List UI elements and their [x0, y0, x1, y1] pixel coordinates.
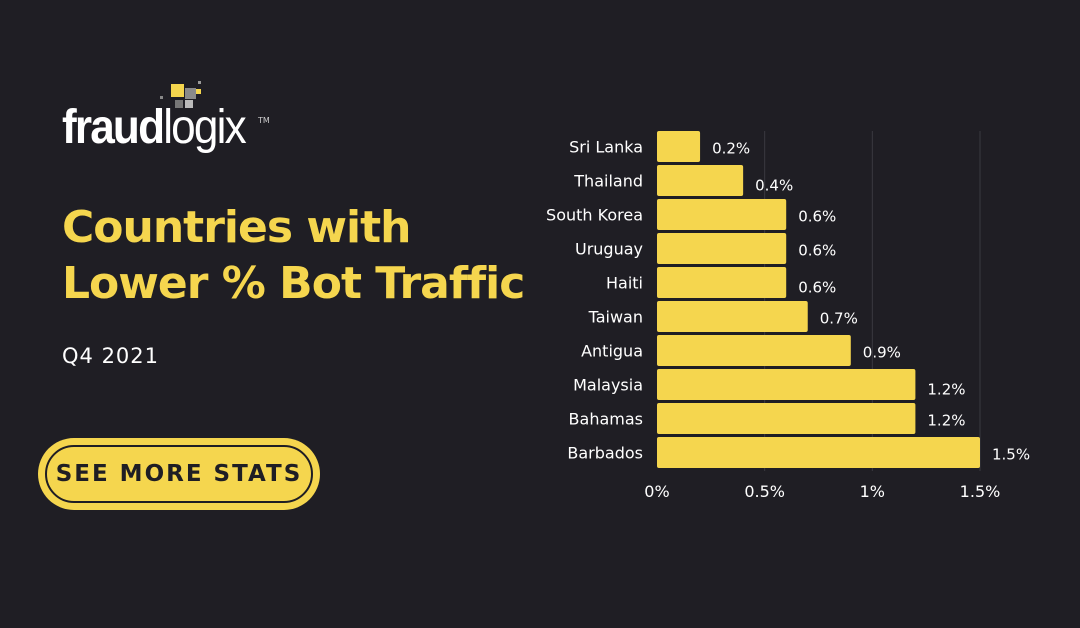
x-tick-label: 1.5%: [960, 482, 1001, 501]
logo-text-light: logix: [163, 101, 246, 154]
bar: [657, 131, 701, 162]
category-label: Malaysia: [573, 376, 643, 395]
data-label: 0.6%: [798, 279, 836, 297]
title-line-2: Lower % Bot Traffic: [62, 258, 525, 309]
category-label: Bahamas: [569, 410, 643, 429]
fraudlogix-logo: fraudlogix TM: [62, 78, 282, 158]
x-tick-label: 0.5%: [744, 482, 785, 501]
category-label: Antigua: [581, 342, 643, 361]
category-label: Barbados: [567, 444, 643, 463]
data-label: 0.6%: [798, 242, 836, 260]
logo-trademark: TM: [258, 116, 270, 125]
bar: [657, 437, 980, 468]
category-label: Sri Lanka: [569, 138, 643, 157]
bar: [657, 267, 787, 298]
bar: [657, 369, 916, 400]
title-line-1: Countries with: [62, 202, 411, 253]
bar: [657, 403, 916, 434]
category-label: Haiti: [606, 274, 643, 293]
category-label: Thailand: [573, 172, 643, 191]
data-label: 1.5%: [992, 446, 1030, 464]
bar: [657, 233, 787, 264]
category-label: Uruguay: [575, 240, 643, 259]
data-label: 0.9%: [863, 344, 901, 362]
subtitle: Q4 2021: [62, 344, 160, 368]
data-label: 0.2%: [712, 140, 750, 158]
data-label: 1.2%: [927, 412, 965, 430]
bar: [657, 165, 744, 196]
data-label: 1.2%: [927, 381, 965, 399]
see-more-stats-button[interactable]: SEE MORE STATS: [38, 438, 320, 510]
category-label: South Korea: [546, 206, 643, 225]
x-tick-label: 1%: [860, 482, 885, 501]
bar: [657, 301, 808, 332]
data-label: 0.4%: [755, 177, 793, 195]
data-label: 0.7%: [820, 310, 858, 328]
category-label: Taiwan: [588, 308, 643, 327]
data-label: 0.6%: [798, 208, 836, 226]
page-title: Countries with Lower % Bot Traffic: [62, 200, 525, 312]
see-more-stats-label: SEE MORE STATS: [55, 461, 303, 487]
x-tick-label: 0%: [644, 482, 669, 501]
bar: [657, 335, 851, 366]
logo-text-bold: fraud: [62, 101, 165, 154]
bar: [657, 199, 787, 230]
